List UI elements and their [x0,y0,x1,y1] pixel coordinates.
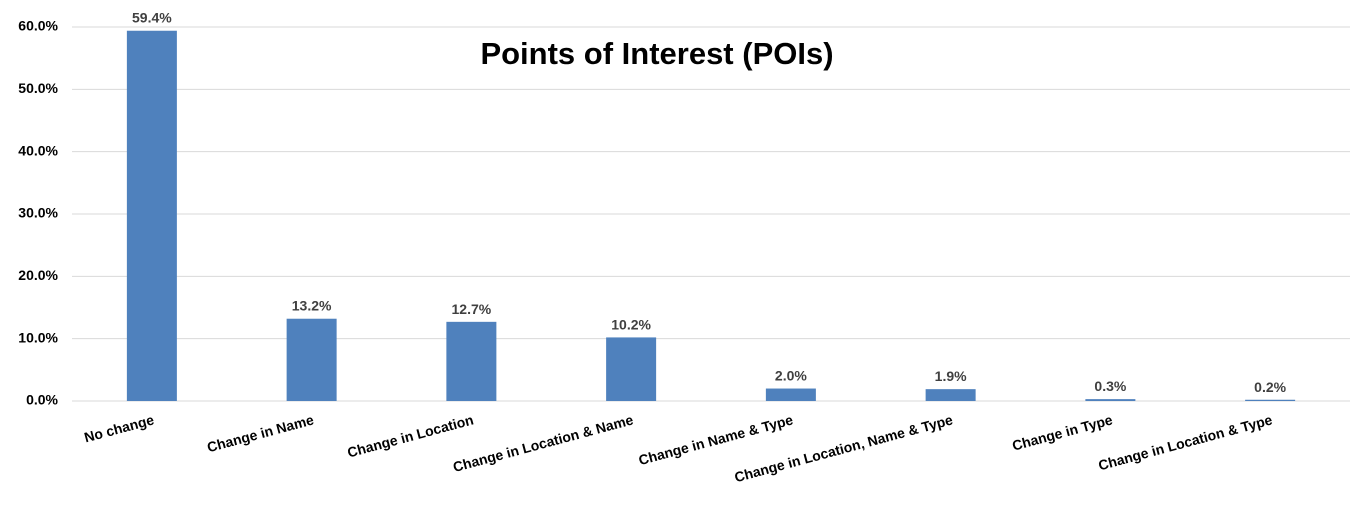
value-label: 12.7% [452,301,492,317]
x-tick-label: Change in Location & Name [451,411,635,475]
x-tick-label: Change in Type [1010,411,1114,453]
bar [765,388,816,401]
y-tick-label: 20.0% [18,267,58,283]
bar [1085,399,1136,401]
value-label: 0.2% [1254,379,1286,395]
bar [925,389,976,401]
y-tick-label: 10.0% [18,329,58,345]
y-tick-label: 50.0% [18,80,58,96]
value-label: 0.3% [1094,378,1126,394]
y-tick-label: 0.0% [26,392,58,408]
bar [446,321,497,401]
y-tick-label: 60.0% [18,18,58,34]
y-tick-label: 30.0% [18,205,58,221]
x-tick-label: Change in Location [346,411,476,460]
x-tick-label: Change in Location & Type [1096,411,1274,473]
bar [126,30,177,402]
bar [286,318,337,401]
bar [1245,399,1296,401]
bar [606,337,657,401]
x-tick-label: Change in Name [205,411,315,455]
value-label: 13.2% [292,298,332,314]
value-label: 1.9% [935,368,967,384]
value-label: 2.0% [775,368,807,384]
value-label: 10.2% [611,316,651,332]
value-label: 59.4% [132,10,172,26]
chart-title: Points of Interest (POIs) [480,36,833,71]
y-tick-label: 40.0% [18,142,58,158]
x-tick-label: No change [82,411,155,445]
